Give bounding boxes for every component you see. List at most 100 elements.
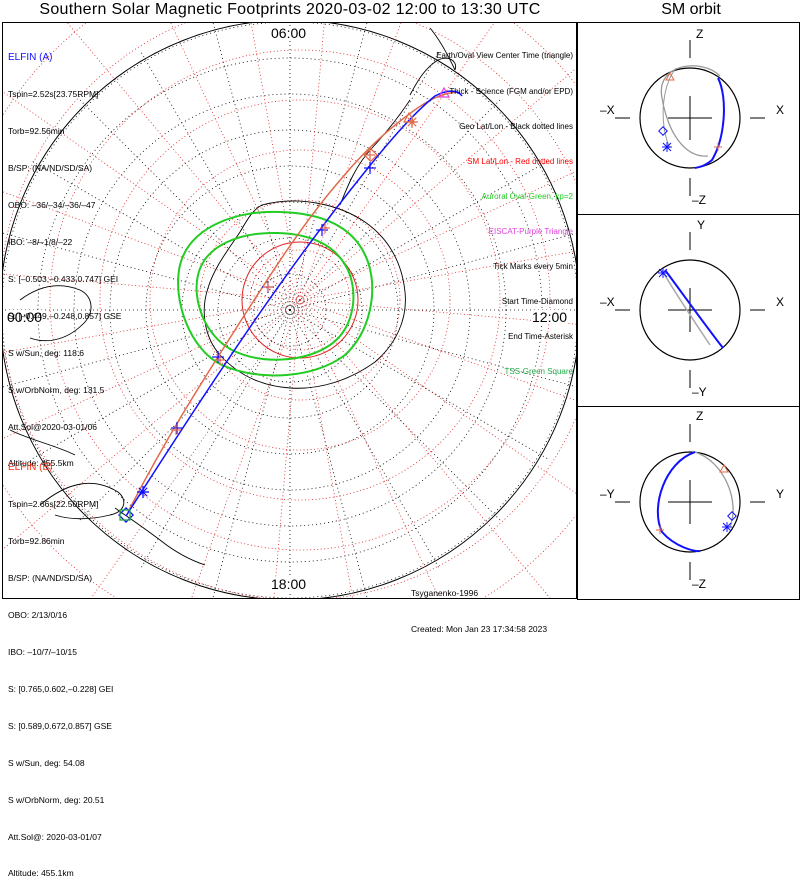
credits: Tsyganenko-1996 Created: Mon Jan 23 17:3… [411, 563, 547, 647]
elfin-b-line: S: [0.589,0.672,0.857] GSE [8, 720, 112, 731]
sm-meridian [299, 23, 325, 301]
elfin-a-line: S w/Sun, deg: 118.6 [8, 347, 84, 358]
mlt-label-bottom: 18:00 [270, 576, 308, 592]
coastline [9, 429, 76, 456]
sm-earth-circle [639, 67, 741, 169]
sm-meridian [299, 299, 551, 598]
sm-meridian [3, 91, 301, 301]
sm-orbit-plots [615, 40, 765, 580]
sm-meridian [299, 299, 576, 401]
coastline [19, 285, 92, 342]
footprint-map [3, 23, 576, 598]
coastline [339, 99, 411, 206]
sm-meridian [299, 299, 576, 325]
model-credit: Tsyganenko-1996 [411, 588, 479, 598]
elfin-b-name: ELFIN (B) [8, 461, 53, 473]
sm-meridian [299, 250, 576, 301]
elfin-a-line: S: [–0.449,–0.248,0.857] GSE [8, 310, 122, 321]
sm-orbit-a [656, 451, 701, 553]
sm-marker-diamond [727, 511, 737, 521]
sm-meridian [299, 299, 353, 598]
legend-item: EISCAT-Purple Triangle [488, 226, 573, 236]
legend: Earth/Oval View Center Time (triangle) T… [436, 27, 573, 390]
sm-xz-top-label: Z [696, 27, 704, 41]
sm-marker-asterisk [662, 142, 672, 152]
elfin-b-info: ELFIN (B) Tspin=2.66s[22.50RPM] Torb=92.… [8, 437, 113, 892]
sm-orbit-gray [661, 269, 711, 346]
sm-xz-bottom-label: –Z [692, 193, 707, 207]
coastline [409, 57, 457, 96]
start-diamond-b [363, 147, 378, 163]
sm-orbit-a [694, 77, 725, 169]
sm-yz-left-label: –Y [600, 487, 615, 501]
sm-meridian [67, 23, 301, 301]
sm-xz-left-label: –X [600, 103, 615, 117]
sm-xz-right-label: X [776, 103, 785, 117]
sm-meridian [299, 170, 576, 301]
end-asterisk [138, 487, 148, 497]
sm-marker-asterisk [658, 268, 668, 278]
sm-meridian [3, 299, 301, 550]
elfin-a-line: S w/OrbNorm, deg: 131.5 [8, 384, 105, 395]
elfin-b-line: S w/Sun, deg: 54.08 [8, 757, 85, 768]
sm-orbit-a [664, 269, 724, 349]
elfin-a-line: S: [–0.503,–0.433,0.747] GEI [8, 273, 119, 284]
view-center-triangle [402, 111, 416, 123]
sm-marker-tick [714, 143, 722, 151]
auroral-oval-inner [195, 231, 355, 361]
sm-marker-asterisk [722, 522, 732, 532]
elfin-b-line: OBO: 2/13/0/16 [8, 610, 68, 621]
sm-orbit-title: SM orbit [661, 1, 721, 18]
sm-meridian [170, 23, 301, 301]
sm-orbit-gray [660, 65, 721, 157]
legend-item: End Time-Asterisk [508, 332, 573, 342]
sm-lat-circle [49, 49, 551, 551]
sm-marker-triangle [665, 71, 675, 81]
sm-lat-circle [99, 99, 501, 501]
elfin-b-line: Torb=92.86min [8, 536, 65, 547]
mlt-label-left: 00:00 [6, 309, 44, 325]
elfin-b-line: Att.Sol@: 2020-03-01/07 [8, 831, 102, 842]
elfin-a-line: Att.Sol@2020-03-01/06 [8, 421, 97, 432]
sm-xy-bottom-label: –Y [692, 385, 707, 399]
sm-lat-circle [199, 199, 401, 401]
sm-marker-triangle [719, 463, 729, 473]
legend-item: Geo Lat/Lon - Black dotted lines [459, 121, 573, 131]
elfin-a-line: B/SP: (NA/ND/SD/SA) [8, 163, 93, 174]
sm-meridian [3, 191, 301, 301]
sm-orbit-gray [694, 451, 734, 528]
sm-lat-circle [249, 249, 351, 351]
elfin-b-line: S w/OrbNorm, deg: 20.51 [8, 794, 105, 805]
map-layer [3, 23, 576, 598]
sm-meridian [299, 299, 440, 598]
legend-item: TSS-Green Square [504, 367, 573, 377]
elfin-a-line: Torb=92.56min [8, 126, 65, 137]
elfin-b-line: Altitude: 455.1km [8, 868, 74, 879]
sm-meridian [90, 299, 301, 598]
sm-meridian [273, 299, 301, 598]
coastline [429, 27, 456, 71]
sm-lat-circle [149, 149, 451, 451]
legend-item: Earth/Oval View Center Time (triangle) [436, 51, 573, 61]
coastline [203, 200, 406, 389]
elfin-a-line: Tspin=2.52s[23.75RPM] [8, 89, 99, 100]
sm-meridian [299, 67, 576, 301]
sm-earth-circle [639, 451, 741, 553]
sm-meridian [299, 23, 495, 301]
footprint-map-panel [2, 22, 577, 599]
sm-meridian [3, 299, 301, 439]
sm-meridian [3, 299, 301, 353]
sm-marker-diamond [658, 126, 668, 136]
legend-item: SM Lat/Lon - Red dotted lines [467, 156, 573, 166]
elfin-a-line: IBO: –8/–1/8/–22 [8, 237, 73, 248]
elfin-a-line: OBO: –36/–34/–36/–47 [8, 200, 96, 211]
sm-meridian [299, 299, 576, 494]
elfin-a-info: ELFIN (A) Tspin=2.52s[23.75RPM] Torb=92.… [8, 27, 121, 482]
sm-earth-circle [639, 259, 741, 361]
elfin-b-line: B/SP: (NA/ND/SD/SA) [8, 573, 93, 584]
sm-meridian [3, 273, 301, 301]
coastline [39, 482, 125, 520]
legend-item: Auroral Oval-Green, kp=2 [481, 191, 573, 201]
created-timestamp: Created: Mon Jan 23 17:34:58 2023 [411, 624, 548, 634]
sm-orbit-gray [662, 67, 677, 149]
